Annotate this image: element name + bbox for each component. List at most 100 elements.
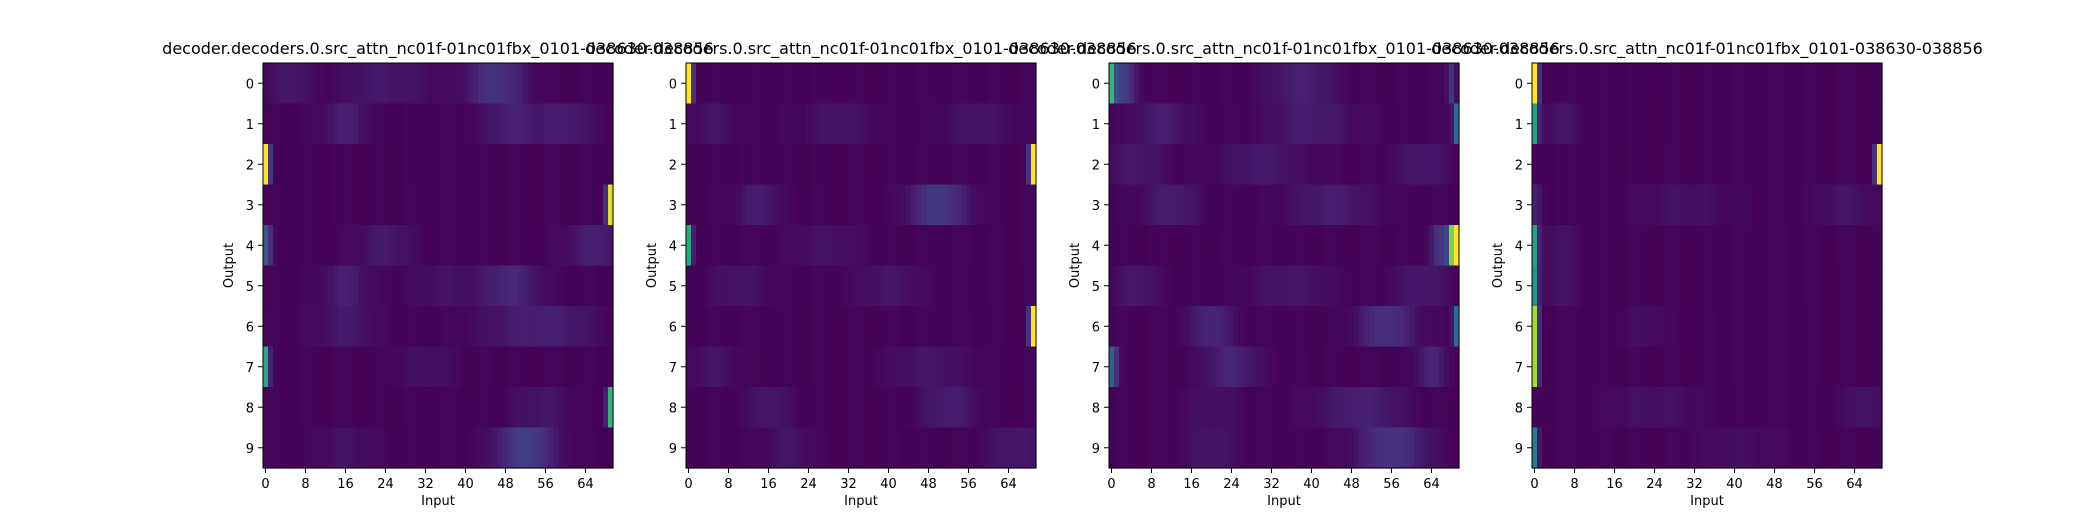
heatmap-cell	[1209, 184, 1215, 226]
heatmap-cell	[603, 103, 609, 145]
heatmap-cell	[976, 63, 982, 105]
heatmap-cell	[1532, 427, 1538, 469]
heatmap-cell	[1827, 265, 1833, 307]
heatmap-cell	[1011, 184, 1017, 226]
heatmap-cell	[741, 387, 747, 429]
heatmap-cell	[1006, 387, 1012, 429]
heatmap-cell	[513, 225, 519, 267]
heatmap-cell	[1672, 387, 1678, 429]
heatmap-cell	[578, 427, 584, 469]
heatmap-cell	[603, 63, 609, 105]
heatmap-cell	[1747, 144, 1753, 186]
heatmap-cell	[393, 265, 399, 307]
heatmap-cell	[996, 387, 1002, 429]
heatmap-cell	[1189, 184, 1195, 226]
heatmap-cell	[1802, 144, 1808, 186]
heatmap-cell	[1742, 427, 1748, 469]
heatmap-cell	[503, 387, 509, 429]
heatmap-cell	[1129, 427, 1135, 469]
heatmap-cell	[901, 427, 907, 469]
chart-title: decoder.decoders.0.src_attn_nc01f-01nc01…	[1431, 39, 1983, 59]
heatmap-cell	[603, 225, 609, 267]
heatmap-cell	[936, 306, 942, 348]
heatmap-cell	[941, 184, 947, 226]
heatmap-cell	[588, 103, 594, 145]
heatmap-cell	[906, 103, 912, 145]
heatmap-cell	[686, 225, 692, 267]
heatmap-cell	[1582, 346, 1588, 388]
heatmap-cell	[696, 103, 702, 145]
heatmap-cell	[746, 346, 752, 388]
heatmap-cell	[1617, 306, 1623, 348]
heatmap-cell	[1782, 144, 1788, 186]
heatmap-cell	[1572, 225, 1578, 267]
x-tick-label: 32	[417, 477, 434, 492]
heatmap-cell	[423, 63, 429, 105]
heatmap-cell	[836, 427, 842, 469]
heatmap-cell	[293, 265, 299, 307]
heatmap-cell	[1006, 306, 1012, 348]
heatmap-cell	[1279, 225, 1285, 267]
heatmap-cell	[1399, 63, 1405, 105]
heatmap-cell	[353, 387, 359, 429]
heatmap-cell	[926, 346, 932, 388]
heatmap-cell	[1727, 265, 1733, 307]
heatmap-cell	[1259, 427, 1265, 469]
heatmap-cell	[986, 346, 992, 388]
heatmap-cell	[991, 427, 997, 469]
heatmap-cell	[696, 306, 702, 348]
heatmap-cell	[701, 63, 707, 105]
heatmap-cell	[721, 184, 727, 226]
heatmap-cell	[1429, 387, 1435, 429]
y-tick-label: 6	[669, 320, 677, 335]
heatmap-cell	[1532, 63, 1538, 105]
heatmap-cell	[398, 184, 404, 226]
heatmap-cell	[711, 427, 717, 469]
heatmap-cell	[1139, 265, 1145, 307]
heatmap-cell	[956, 103, 962, 145]
heatmap-cell	[503, 427, 509, 469]
heatmap-cell	[1284, 306, 1290, 348]
heatmap-cell	[1777, 387, 1783, 429]
heatmap-cell	[593, 427, 599, 469]
heatmap-cell	[1582, 184, 1588, 226]
heatmap-cell	[1602, 346, 1608, 388]
heatmap-cell	[1837, 103, 1843, 145]
y-tick-label: 7	[1092, 361, 1100, 376]
heatmap-cell	[701, 265, 707, 307]
y-tick-label: 8	[669, 401, 677, 416]
heatmap-cell	[1109, 225, 1115, 267]
heatmap-cell	[996, 427, 1002, 469]
heatmap-cell	[1429, 346, 1435, 388]
heatmap-cell	[1439, 184, 1445, 226]
heatmap-cell	[1449, 387, 1455, 429]
heatmap-cell	[1762, 306, 1768, 348]
heatmap-cell	[1389, 346, 1395, 388]
heatmap-cell	[1857, 144, 1863, 186]
heatmap-cell	[1264, 387, 1270, 429]
heatmap-cell	[538, 306, 544, 348]
heatmap-cell	[568, 387, 574, 429]
heatmap-cell	[1439, 346, 1445, 388]
heatmap-cell	[503, 225, 509, 267]
heatmap-cell	[721, 346, 727, 388]
heatmap-cell	[1224, 346, 1230, 388]
heatmap-cell	[1777, 427, 1783, 469]
heatmap-cell	[746, 144, 752, 186]
heatmap-cell	[608, 225, 614, 267]
heatmap-cell	[373, 387, 379, 429]
heatmap-cell	[1877, 63, 1883, 105]
heatmap-cell	[563, 387, 569, 429]
y-tick-label: 1	[1515, 118, 1523, 133]
heatmap-cell	[1807, 225, 1813, 267]
x-tick-label: 56	[537, 477, 554, 492]
heatmap-cell	[1429, 427, 1435, 469]
heatmap-cell	[583, 63, 589, 105]
y-tick-label: 9	[246, 442, 254, 457]
heatmap-cell	[951, 346, 957, 388]
heatmap-cell	[318, 265, 324, 307]
heatmap-cell	[916, 265, 922, 307]
heatmap-cell	[796, 63, 802, 105]
heatmap-cell	[1552, 306, 1558, 348]
heatmap-cell	[1109, 103, 1115, 145]
